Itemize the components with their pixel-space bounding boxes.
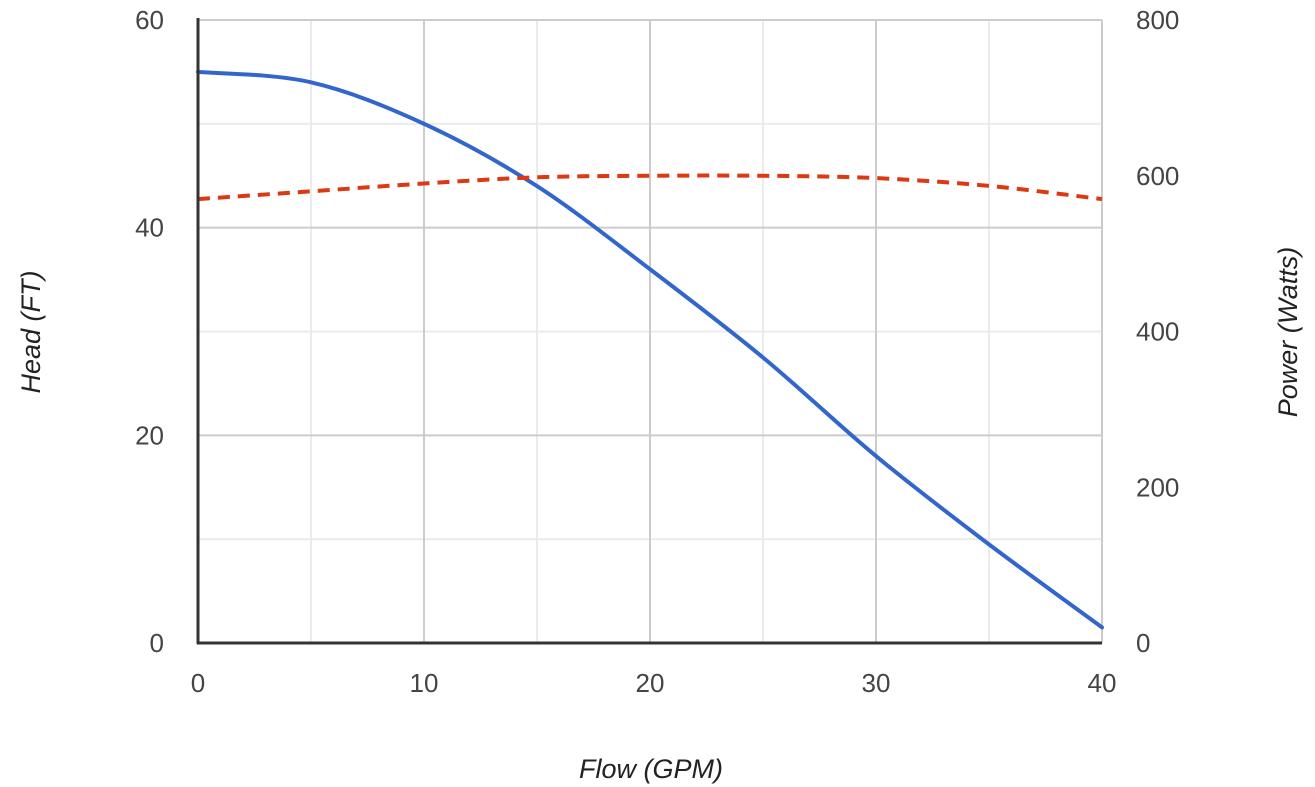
left-y-tick-label: 60 — [135, 5, 164, 35]
right-y-tick-label: 600 — [1136, 161, 1179, 191]
right-y-tick-label: 400 — [1136, 317, 1179, 347]
x-tick-label: 30 — [862, 668, 891, 698]
power-series-line — [197, 173, 1103, 202]
left-y-tick-label: 0 — [150, 628, 164, 658]
left-y-axis-title: Head (FT) — [16, 270, 46, 393]
x-tick-label: 0 — [191, 668, 205, 698]
right-y-axis-title: Power (Watts) — [1273, 247, 1303, 418]
right-y-tick-label: 800 — [1136, 5, 1179, 35]
axes-layer — [196, 18, 1102, 645]
right-y-tick-label: 0 — [1136, 628, 1150, 658]
left-y-tick-label: 20 — [135, 420, 164, 450]
x-tick-label: 20 — [636, 668, 665, 698]
right-y-tick-label: 200 — [1136, 472, 1179, 502]
x-axis-title: Flow (GPM) — [579, 754, 723, 784]
left-y-tick-label: 40 — [135, 213, 164, 243]
major-gridlines — [198, 19, 1103, 643]
series-layer — [196, 69, 1104, 630]
x-tick-label: 10 — [410, 668, 439, 698]
head-series-line — [196, 69, 1104, 630]
x-tick-label: 40 — [1088, 668, 1117, 698]
